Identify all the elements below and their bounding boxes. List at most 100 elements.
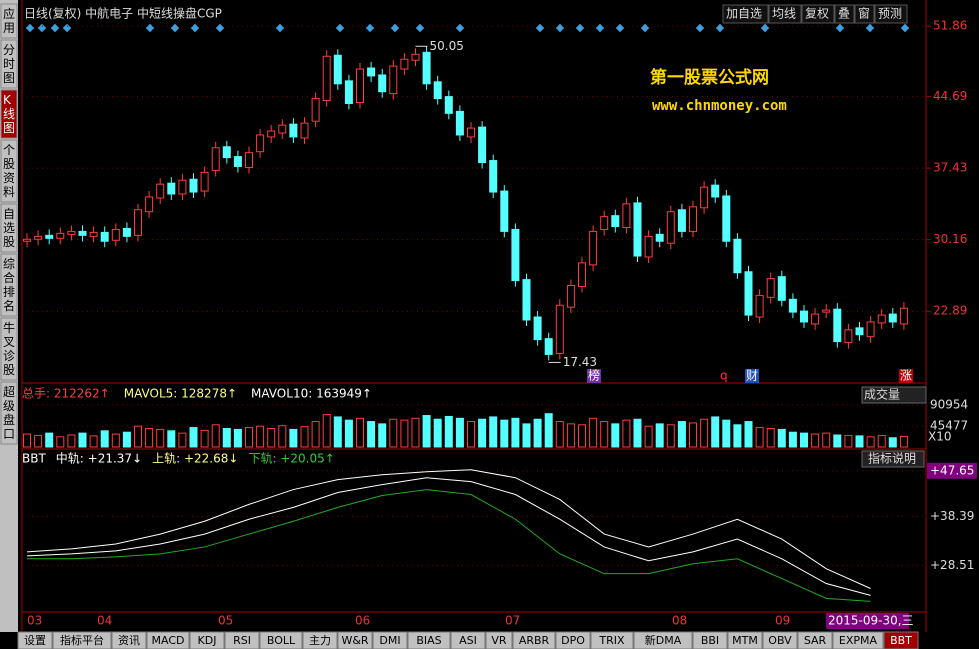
candle	[256, 134, 265, 153]
indicator-tab-label[interactable]: DPO	[561, 634, 585, 647]
side-tab-label[interactable]: 自选股	[3, 207, 15, 249]
event-marker[interactable]: 财	[746, 369, 758, 383]
indicator-tab-label[interactable]: 设置	[24, 634, 46, 647]
side-tab[interactable]	[0, 3, 18, 39]
indicator-tab[interactable]	[17, 631, 53, 649]
indicator-tab[interactable]	[337, 631, 373, 649]
bbt-legend: 下轨: +20.05↑	[248, 452, 334, 466]
indicator-tab[interactable]	[259, 631, 303, 649]
toolbar-button-label[interactable]: 均线	[772, 7, 796, 21]
y-tick-label: 44.69	[933, 89, 967, 103]
side-tab[interactable]	[0, 203, 18, 253]
indicator-tab[interactable]	[146, 631, 190, 649]
indicator-tab[interactable]	[224, 631, 260, 649]
candle	[689, 206, 697, 232]
indicator-tab-label[interactable]: ARBR	[519, 634, 550, 647]
indicator-tab-label[interactable]: BOLL	[267, 634, 296, 647]
side-tab-label[interactable]: 超级盘口	[3, 384, 15, 441]
volume-bar	[411, 417, 420, 448]
side-tab-label[interactable]: K 线图	[3, 93, 15, 135]
indicator-tab-label[interactable]: 指标平台	[60, 633, 104, 647]
toolbar-button[interactable]	[854, 4, 875, 24]
indicator-tab[interactable]	[372, 631, 408, 649]
toolbar-button-label[interactable]: 窗	[858, 7, 870, 21]
indicator-tab[interactable]	[692, 631, 728, 649]
side-tab[interactable]	[0, 139, 18, 203]
indicator-tab-label[interactable]: ASI	[459, 634, 477, 647]
side-tab[interactable]	[0, 381, 18, 445]
toolbar-button[interactable]	[722, 4, 769, 24]
indicator-tab-label[interactable]: MACD	[152, 634, 185, 647]
indicator-tab-label[interactable]: KDJ	[198, 634, 217, 647]
watermark: 第一股票公式网	[650, 67, 769, 88]
indicator-tab-label[interactable]: 资讯	[118, 634, 140, 647]
bbt-legend: 中轨: +21.37↓	[56, 451, 142, 466]
toolbar-button-label[interactable]: 加自选	[726, 7, 762, 21]
volume-bar	[622, 419, 631, 448]
side-tab-label[interactable]: 牛叉诊股	[3, 320, 15, 377]
indicator-tab-label[interactable]: RSI	[233, 634, 251, 647]
toolbar-button-label[interactable]: 叠	[838, 7, 850, 21]
help-label[interactable]: 指标说明	[868, 451, 916, 466]
indicator-tab[interactable]	[762, 631, 798, 649]
volume-bar	[78, 432, 87, 448]
candle	[111, 228, 120, 241]
indicator-tab[interactable]	[832, 631, 884, 649]
selector[interactable]	[861, 386, 927, 404]
event-marker[interactable]: 榜	[588, 368, 600, 383]
indicator-tab-label[interactable]: 主力	[309, 634, 331, 647]
toolbar-button[interactable]	[834, 4, 855, 24]
candle	[800, 310, 808, 323]
indicator-tab[interactable]	[52, 631, 112, 649]
indicator-tab-label[interactable]: BBI	[701, 634, 719, 647]
indicator-tab[interactable]	[555, 631, 591, 649]
candle	[866, 321, 875, 338]
indicator-tab-label[interactable]: VR	[491, 634, 507, 647]
volume-bar	[200, 429, 209, 448]
indicator-tab[interactable]	[189, 631, 225, 649]
indicator-tab[interactable]	[633, 631, 693, 649]
side-tab[interactable]	[0, 89, 18, 139]
side-tab-label[interactable]: 分时图	[3, 43, 15, 85]
indicator-tab-label[interactable]: DMI	[379, 634, 400, 647]
side-tab[interactable]	[0, 39, 18, 89]
toolbar-button[interactable]	[874, 4, 908, 24]
volume-bar	[700, 418, 709, 448]
toolbar-button[interactable]	[801, 4, 835, 24]
indicator-tab[interactable]	[727, 631, 763, 649]
indicator-tab-label[interactable]: EXPMA	[839, 634, 878, 647]
indicator-tab-label[interactable]: BBT	[890, 634, 912, 647]
side-tab-label[interactable]: 综合排名	[3, 257, 15, 313]
indicator-tab-label[interactable]: SAR	[804, 634, 827, 647]
volume-bar	[23, 433, 31, 448]
side-tab[interactable]	[0, 317, 18, 381]
marker-box	[899, 369, 913, 383]
indicator-tab[interactable]	[797, 631, 833, 649]
indicator-tab[interactable]	[485, 631, 513, 649]
indicator-tab-label[interactable]: OBV	[768, 634, 792, 647]
indicator-tab[interactable]	[302, 631, 338, 649]
indicator-tab-label[interactable]: W&R	[341, 634, 368, 647]
event-marker[interactable]: q	[720, 369, 728, 383]
candle	[611, 215, 620, 227]
selector-label[interactable]: 成交量	[864, 387, 900, 402]
side-tab[interactable]	[0, 253, 18, 317]
side-tab-label[interactable]: 个股资料	[3, 143, 15, 199]
indicator-tab[interactable]	[590, 631, 634, 649]
indicator-tab[interactable]	[512, 631, 556, 649]
indicator-tab[interactable]	[883, 631, 919, 649]
toolbar-button-label[interactable]: 预测	[878, 7, 902, 21]
indicator-tab[interactable]	[111, 631, 147, 649]
event-marker[interactable]: 涨	[900, 368, 912, 383]
toolbar-button[interactable]	[768, 4, 802, 24]
indicator-tab[interactable]	[407, 631, 451, 649]
indicator-tab-label[interactable]: 新DMA	[645, 633, 682, 647]
help-button[interactable]	[861, 450, 925, 468]
toolbar-button-label[interactable]: 复权	[805, 7, 829, 21]
indicator-tab[interactable]	[450, 631, 486, 649]
volume-bar	[89, 435, 98, 448]
indicator-tab-label[interactable]: MTM	[732, 634, 758, 647]
side-tab-label[interactable]: 应用	[3, 6, 15, 35]
indicator-tab-label[interactable]: BIAS	[416, 634, 441, 647]
indicator-tab-label[interactable]: TRIX	[598, 634, 625, 647]
